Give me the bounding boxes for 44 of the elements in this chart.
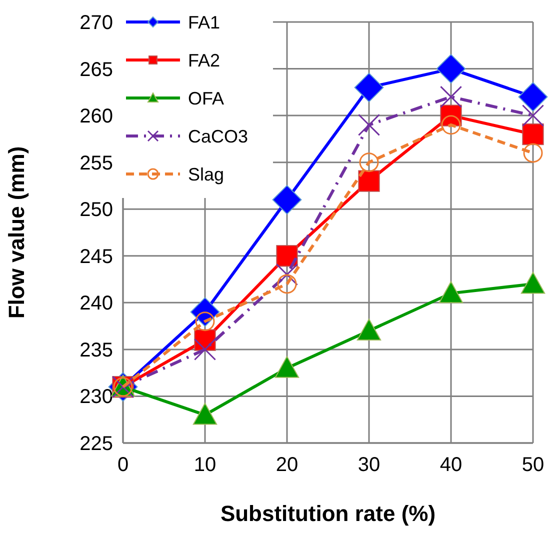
y-tick-label: 250: [80, 199, 113, 222]
y-tick-label: 260: [80, 106, 113, 128]
point: [356, 318, 382, 341]
y-tick-label: 230: [80, 386, 113, 408]
y-tick-label: 270: [80, 12, 113, 34]
point: [438, 281, 464, 304]
point: [276, 245, 298, 267]
point: [276, 264, 298, 286]
point: [440, 86, 462, 108]
legend-label: OFA: [188, 88, 224, 108]
legend-label: Slag: [188, 164, 224, 184]
point: [272, 185, 302, 214]
x-tick-label: 10: [194, 454, 216, 476]
legend-label: FA2: [188, 50, 220, 70]
x-axis-title: Substitution rate (%): [220, 501, 436, 526]
x-tick-label: 50: [522, 454, 544, 476]
point: [523, 143, 543, 163]
legend-label: FA1: [188, 12, 220, 32]
y-tick-label: 235: [80, 339, 113, 362]
point: [441, 115, 461, 135]
point: [359, 152, 379, 172]
x-tick-label: 0: [117, 454, 129, 476]
point: [194, 338, 216, 360]
x-tick-label: 30: [358, 454, 380, 476]
point: [358, 170, 380, 192]
y-axis-title: Flow value (mm): [4, 146, 29, 319]
legend-label: CaCO3: [188, 126, 248, 146]
point: [358, 114, 380, 136]
point: [277, 274, 297, 294]
y-tick-label: 255: [80, 152, 113, 174]
point: [522, 104, 544, 127]
point: [192, 402, 218, 425]
point: [518, 82, 548, 112]
point: [354, 72, 384, 102]
point: [520, 272, 546, 294]
y-tick-label: 245: [80, 246, 113, 268]
x-tick-label: 40: [440, 454, 462, 476]
point: [274, 356, 300, 378]
y-tick-label: 265: [80, 58, 113, 81]
y-tick-label: 225: [80, 433, 113, 455]
y-tick-label: 240: [80, 292, 113, 315]
x-tick-label: 20: [276, 454, 298, 476]
point: [522, 123, 544, 146]
point: [436, 54, 466, 84]
